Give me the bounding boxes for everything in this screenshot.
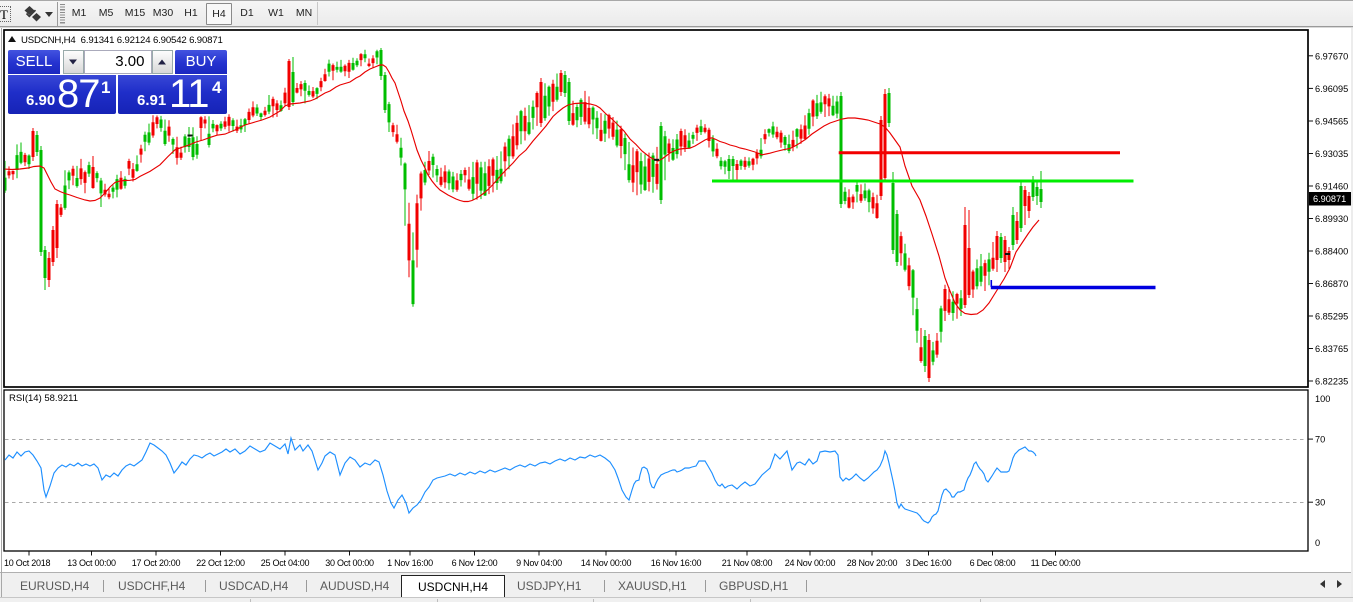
- svg-text:0: 0: [1315, 538, 1320, 548]
- svg-text:6.94565: 6.94565: [1315, 117, 1348, 127]
- svg-text:6.93035: 6.93035: [1315, 149, 1348, 159]
- svg-text:9 Nov 04:00: 9 Nov 04:00: [516, 558, 562, 568]
- svg-text:24 Nov 00:00: 24 Nov 00:00: [785, 558, 836, 568]
- svg-text:30: 30: [1315, 498, 1325, 508]
- svg-text:6.85295: 6.85295: [1315, 312, 1348, 322]
- svg-text:14 Nov 00:00: 14 Nov 00:00: [581, 558, 632, 568]
- svg-text:1 Nov 16:00: 1 Nov 16:00: [387, 558, 433, 568]
- svg-text:70: 70: [1315, 435, 1325, 445]
- svg-text:RSI(14) 58.9211: RSI(14) 58.9211: [9, 393, 78, 404]
- svg-text:6.96095: 6.96095: [1315, 84, 1348, 94]
- svg-text:16 Nov 16:00: 16 Nov 16:00: [651, 558, 702, 568]
- svg-text:28 Nov 20:00: 28 Nov 20:00: [847, 558, 898, 568]
- svg-text:6 Nov 12:00: 6 Nov 12:00: [452, 558, 498, 568]
- svg-text:25 Oct 04:00: 25 Oct 04:00: [261, 558, 310, 568]
- svg-text:6.89930: 6.89930: [1315, 214, 1348, 224]
- svg-text:3 Dec 16:00: 3 Dec 16:00: [906, 558, 952, 568]
- svg-text:10 Oct 2018: 10 Oct 2018: [4, 558, 51, 568]
- svg-text:30 Oct 00:00: 30 Oct 00:00: [325, 558, 374, 568]
- svg-text:6.91460: 6.91460: [1315, 182, 1348, 192]
- svg-text:6.97670: 6.97670: [1315, 51, 1348, 61]
- svg-text:6.90871: 6.90871: [1313, 194, 1346, 204]
- svg-text:13 Oct 00:00: 13 Oct 00:00: [67, 558, 116, 568]
- svg-text:21 Nov 08:00: 21 Nov 08:00: [722, 558, 773, 568]
- svg-text:6 Dec 08:00: 6 Dec 08:00: [970, 558, 1016, 568]
- svg-text:100: 100: [1315, 394, 1330, 404]
- svg-text:22 Oct 12:00: 22 Oct 12:00: [196, 558, 245, 568]
- svg-text:USDCNH,H4 6.91341 6.92124 6.9: USDCNH,H4 6.91341 6.92124 6.90542 6.9087…: [21, 35, 223, 46]
- svg-text:17 Oct 20:00: 17 Oct 20:00: [132, 558, 181, 568]
- svg-text:11 Dec 00:00: 11 Dec 00:00: [1031, 558, 1081, 568]
- svg-text:6.88400: 6.88400: [1315, 247, 1348, 257]
- svg-text:6.83765: 6.83765: [1315, 344, 1348, 354]
- svg-text:6.82235: 6.82235: [1315, 377, 1348, 387]
- svg-text:6.86870: 6.86870: [1315, 279, 1348, 289]
